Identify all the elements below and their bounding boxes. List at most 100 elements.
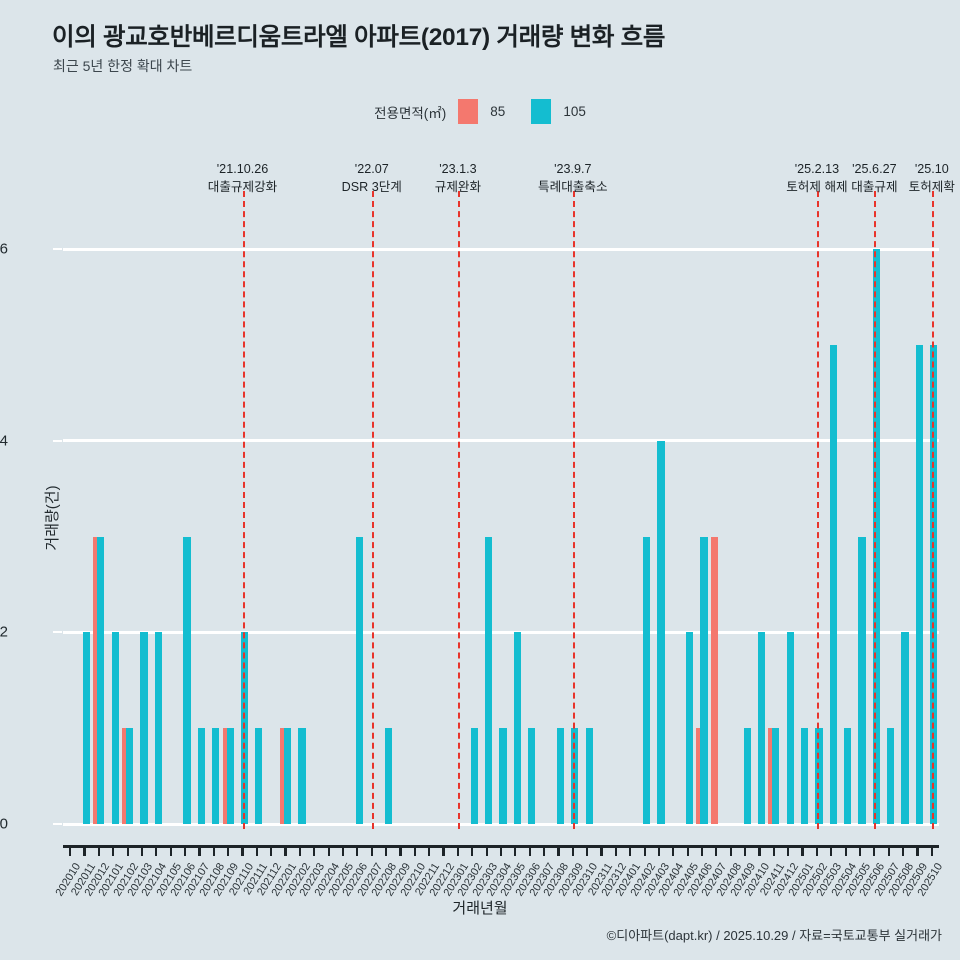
event-marker-line — [874, 191, 877, 829]
bar-105 — [700, 536, 708, 824]
x-axis-tick — [456, 845, 459, 856]
legend-label-105: 105 — [563, 104, 586, 119]
bar-85 — [279, 728, 288, 824]
x-axis-tick — [198, 845, 201, 856]
bar-105 — [757, 632, 766, 824]
bar-105 — [355, 536, 363, 824]
x-axis-tick — [858, 845, 862, 856]
event-date: '23.9.7 — [554, 162, 592, 176]
x-axis-title: 거래년월 — [452, 900, 508, 917]
legend-title: 전용면적(㎡) — [374, 105, 447, 121]
x-axis-tick — [298, 845, 302, 856]
x-axis-tick — [140, 845, 144, 856]
x-axis-tick — [787, 845, 790, 856]
bar-105 — [743, 728, 751, 824]
bar-105 — [197, 728, 205, 824]
bar-105 — [800, 728, 809, 824]
event-marker-label: '25.2.13 토허제 해제 — [786, 160, 847, 197]
bar-105 — [212, 728, 220, 824]
x-axis-tick — [227, 845, 230, 856]
event-marker-label: '25.6.27 대출규제 — [851, 160, 897, 197]
bar-105 — [786, 632, 794, 824]
x-axis-tick — [313, 845, 316, 856]
plot-area: 거래량(건) — [44, 191, 939, 829]
bar-105 — [240, 632, 249, 824]
bar-105 — [887, 728, 895, 824]
event-marker-label: '23.1.3 규제완화 — [435, 160, 481, 197]
y-axis-tick-label: 0 — [0, 815, 8, 833]
x-axis-tick — [442, 845, 445, 856]
bar-85 — [122, 728, 130, 824]
x-axis-tick — [183, 845, 187, 856]
x-axis-tick — [930, 845, 933, 856]
event-description: 토허제 해제 — [786, 180, 848, 195]
legend-swatch-85 — [458, 99, 479, 124]
gridline — [63, 822, 939, 826]
x-axis-tick — [901, 845, 905, 856]
x-axis-tick — [514, 845, 517, 856]
x-axis-tick — [399, 845, 402, 856]
x-axis-tick — [557, 845, 560, 856]
event-marker-line — [931, 191, 934, 829]
bar-105 — [556, 728, 565, 824]
bar-105 — [298, 728, 306, 824]
event-marker-label: '23.9.7 특례대출축소 — [538, 160, 608, 197]
x-axis-tick — [485, 845, 488, 856]
x-axis-tick — [155, 845, 158, 856]
event-date: '21.10.26 — [216, 162, 269, 176]
x-axis-tick — [542, 845, 546, 856]
bar-105 — [140, 632, 148, 824]
event-date: '25.2.13 — [794, 162, 840, 176]
bar-105 — [571, 728, 579, 824]
event-description: 특례대출축소 — [538, 180, 608, 195]
event-date: '25.10 — [914, 162, 949, 176]
x-axis-tick — [571, 845, 574, 856]
x-axis-tick — [341, 845, 345, 856]
x-axis-tick — [471, 845, 474, 856]
x-axis-tick — [212, 845, 215, 856]
event-date: '23.1.3 — [439, 162, 477, 176]
x-axis-tick — [586, 845, 589, 856]
bar-105 — [643, 536, 651, 824]
bar-85 — [768, 728, 776, 824]
bar-105 — [97, 536, 105, 824]
y-axis-tick — [53, 631, 62, 634]
x-axis-tick — [241, 845, 244, 856]
event-marker-label: '25.10 토허제확 — [909, 160, 955, 197]
x-axis-tick — [614, 845, 617, 856]
x-axis-tick — [700, 845, 704, 856]
x-axis-tick — [83, 845, 86, 856]
x-axis-tick — [255, 845, 258, 856]
legend-swatch-105 — [531, 99, 552, 124]
y-axis-title: 거래량(건) — [44, 484, 62, 551]
chart-title: 이의 광교호반베르디움트라엘 아파트(2017) 거래량 변화 흐름 — [52, 24, 666, 51]
bar-105 — [283, 728, 292, 824]
x-axis-tick — [657, 845, 661, 856]
x-axis-tick — [887, 845, 890, 856]
event-marker-line — [572, 191, 575, 829]
bar-85 — [696, 728, 704, 824]
event-date: '22.07 — [354, 162, 389, 176]
x-axis-tick — [284, 845, 287, 856]
event-description: 토허제확 — [908, 180, 955, 195]
gridline — [63, 247, 939, 251]
y-axis-tick — [53, 248, 62, 251]
x-axis-tick — [844, 845, 847, 856]
event-marker-label: '21.10.26 대출규제강화 — [208, 160, 278, 197]
y-axis-tick — [53, 823, 62, 825]
bar-105 — [829, 345, 837, 824]
bar-105 — [915, 345, 924, 824]
x-axis-tick — [97, 845, 100, 856]
x-axis-tick — [370, 845, 373, 856]
legend-label-85: 85 — [490, 104, 506, 119]
chart-footer-credit: ©디아파트(dapt.kr) / 2025.10.29 / 자료=국토교통부 실… — [606, 928, 942, 943]
bar-105 — [844, 728, 852, 824]
bar-105 — [585, 728, 593, 824]
event-marker-line — [457, 191, 460, 829]
bar-105 — [183, 536, 191, 824]
chart-subtitle: 최근 5년 한정 확대 차트 — [53, 58, 193, 74]
x-axis-tick — [270, 845, 273, 856]
x-axis-tick — [600, 845, 603, 856]
x-axis-tick — [772, 845, 775, 856]
x-axis-tick — [528, 845, 531, 856]
